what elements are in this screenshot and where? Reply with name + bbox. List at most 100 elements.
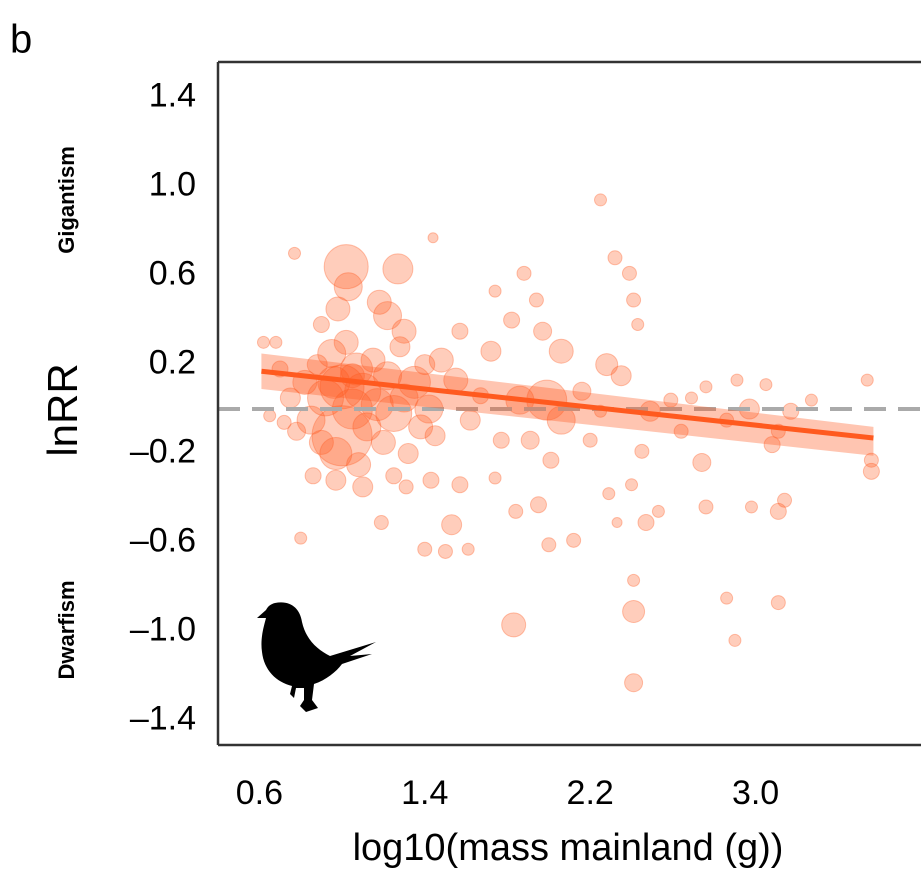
point xyxy=(382,253,414,285)
y-axis-label: lnRR xyxy=(39,363,86,456)
point xyxy=(414,354,436,376)
point xyxy=(360,347,386,373)
point xyxy=(375,395,413,433)
point xyxy=(610,365,632,387)
point xyxy=(451,322,469,340)
x-tick-label: 2.2 xyxy=(567,774,614,812)
point xyxy=(319,364,365,410)
point xyxy=(699,380,713,394)
annotation: Dwarfism xyxy=(54,580,79,679)
point xyxy=(437,543,453,559)
point xyxy=(572,381,592,401)
point xyxy=(528,292,544,308)
point xyxy=(319,437,353,471)
point xyxy=(611,517,623,529)
y-tick-label: –1.0 xyxy=(130,611,196,649)
point xyxy=(408,414,434,440)
point xyxy=(296,405,326,435)
point xyxy=(385,467,403,485)
point xyxy=(294,531,308,545)
point xyxy=(595,353,619,377)
point xyxy=(541,537,557,553)
fit-line xyxy=(261,368,874,441)
point xyxy=(862,462,880,480)
point xyxy=(276,414,292,430)
point xyxy=(508,503,524,519)
point xyxy=(398,479,414,495)
plot-area xyxy=(218,193,921,693)
x-axis-label: log10(mass mainland (g)) xyxy=(353,827,784,869)
y-tick-label: 1.0 xyxy=(149,166,196,204)
point xyxy=(312,316,330,334)
point xyxy=(763,436,781,454)
point xyxy=(360,388,394,422)
point xyxy=(533,321,553,341)
point xyxy=(352,476,374,498)
point xyxy=(769,502,787,520)
y-tick-label: –0.2 xyxy=(130,433,196,471)
y-tick-label: 0.2 xyxy=(149,344,196,382)
point xyxy=(256,335,270,349)
point xyxy=(391,318,417,344)
point xyxy=(594,193,608,207)
point xyxy=(459,409,481,431)
point xyxy=(325,296,351,322)
bird-silhouette xyxy=(257,602,376,712)
point xyxy=(520,430,540,450)
point xyxy=(770,595,786,611)
point xyxy=(340,352,374,386)
point xyxy=(777,492,793,508)
point xyxy=(461,542,475,556)
point xyxy=(422,471,440,489)
point xyxy=(373,515,389,531)
point xyxy=(626,292,642,308)
point xyxy=(698,499,714,515)
point xyxy=(582,432,598,448)
point xyxy=(317,338,347,368)
point xyxy=(673,423,689,439)
x-tick-label: 3.0 xyxy=(732,774,779,812)
point xyxy=(441,514,463,536)
point xyxy=(782,402,800,420)
point xyxy=(548,338,574,364)
point xyxy=(602,487,616,501)
point xyxy=(389,336,411,358)
y-tick-label: 0.6 xyxy=(149,255,196,293)
point xyxy=(625,478,639,492)
point xyxy=(651,504,665,518)
point xyxy=(759,378,773,392)
point xyxy=(373,301,403,331)
point xyxy=(542,451,560,469)
point xyxy=(269,335,283,349)
point xyxy=(397,443,419,465)
point xyxy=(744,500,758,514)
point xyxy=(428,347,454,373)
point xyxy=(566,532,582,548)
point xyxy=(692,452,712,472)
point xyxy=(288,246,302,260)
annotation: Gigantism xyxy=(54,146,79,254)
point xyxy=(728,633,742,647)
point xyxy=(370,429,396,455)
point xyxy=(480,340,502,362)
point xyxy=(860,373,874,387)
point xyxy=(311,405,373,467)
point xyxy=(804,393,818,407)
point xyxy=(352,412,382,442)
point xyxy=(308,429,334,455)
point xyxy=(621,265,637,281)
y-tick-label: 1.4 xyxy=(149,77,196,115)
point xyxy=(427,232,439,244)
point xyxy=(634,443,650,459)
point xyxy=(333,272,363,302)
point xyxy=(492,431,510,449)
point xyxy=(631,318,645,332)
point xyxy=(323,244,369,290)
point xyxy=(306,354,328,376)
y-tick-label: –1.4 xyxy=(130,700,196,738)
panel-label: b xyxy=(10,18,32,62)
point xyxy=(607,250,623,266)
point xyxy=(488,284,502,298)
